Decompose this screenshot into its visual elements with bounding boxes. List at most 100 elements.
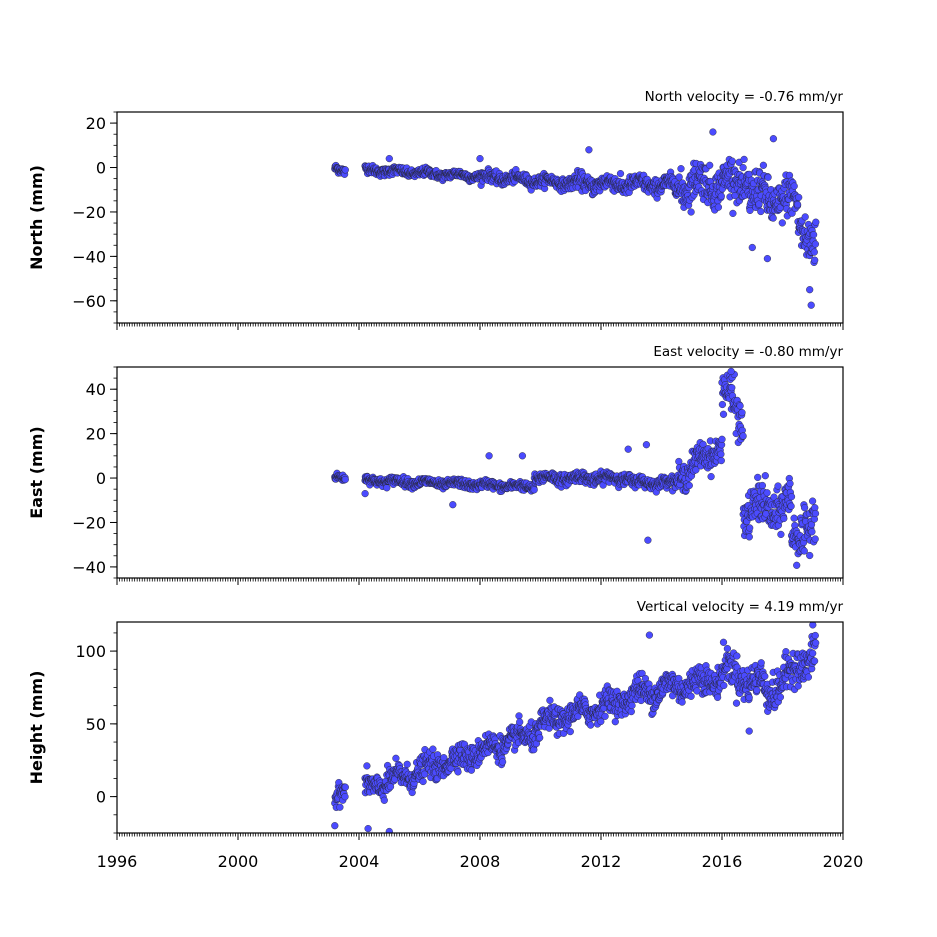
north-data-point (740, 155, 748, 164)
east-data-point (811, 509, 820, 518)
east-data-point (761, 472, 769, 480)
east-outlier-point (642, 441, 651, 449)
east-data-point (739, 432, 747, 440)
height-data-point (597, 717, 605, 726)
east-data-point (718, 435, 726, 443)
height-data-point (713, 693, 722, 702)
north-data-point (801, 213, 809, 221)
north-data-point (755, 200, 763, 208)
height-data-point (720, 681, 728, 690)
east-data-point (774, 482, 782, 490)
east-data-point (728, 384, 736, 392)
north-data-point (677, 165, 685, 173)
east-data-point (718, 400, 727, 409)
north-data-point (812, 218, 820, 226)
height-data-point (733, 652, 741, 660)
east-data-point (341, 475, 349, 484)
north-outlier-point (748, 243, 756, 252)
height-data-point (678, 698, 686, 706)
height-data-point (574, 712, 582, 721)
north-data-point (717, 192, 725, 200)
north-y-tick-label: −60 (72, 292, 106, 311)
north-data-point (790, 182, 798, 190)
east-data-point (793, 561, 801, 569)
east-data-point (745, 533, 753, 541)
height-data-point (811, 631, 819, 640)
east-data-point (736, 402, 744, 410)
height-data-point (627, 707, 635, 716)
height-data-point (675, 674, 683, 683)
east-data-point (808, 528, 816, 536)
height-data-point (336, 803, 344, 811)
height-outlier-point (809, 622, 817, 629)
height-data-point (499, 758, 507, 766)
north-data-point (728, 157, 736, 165)
east-data-point (738, 409, 746, 417)
height-data-point (745, 693, 753, 702)
east-data-point (780, 514, 788, 523)
height-data-point (566, 727, 574, 736)
height-data-point (809, 649, 817, 657)
height-data-point (761, 672, 769, 680)
east-outlier-point (361, 490, 369, 498)
vertical-velocity-title: Vertical velocity = 4.19 mm/yr (637, 599, 844, 615)
east-points (331, 367, 820, 569)
height-data-point (341, 793, 349, 801)
north-data-point (706, 161, 714, 169)
north-data-point (764, 173, 772, 181)
height-data-point (601, 712, 609, 720)
height-data-point (719, 638, 728, 646)
x-tick-label: 2012 (581, 852, 622, 871)
height-data-point (546, 696, 554, 705)
east-data-point (763, 489, 771, 497)
height-data-point (638, 669, 646, 678)
east-y-tick-label: 40 (86, 380, 106, 399)
north-data-point (757, 207, 765, 216)
north-data-point (809, 231, 818, 239)
height-data-point (429, 745, 437, 753)
height-data-point (810, 657, 819, 665)
height-data-point (380, 796, 388, 804)
height-data-point (753, 686, 761, 694)
height-data-point (794, 682, 802, 690)
east-outlier-point (518, 452, 527, 460)
height-data-point (515, 712, 523, 720)
east-data-point (806, 551, 814, 560)
east-data-point (790, 514, 798, 522)
east-data-point (800, 504, 809, 512)
north-data-point (795, 193, 803, 202)
height-points (331, 622, 820, 833)
height-outlier-point (331, 822, 339, 830)
height-data-point (628, 701, 636, 710)
x-tick-label: 2020 (823, 852, 864, 871)
east-data-point (717, 457, 725, 465)
height-data-point (392, 754, 400, 762)
east-data-point (777, 530, 785, 539)
east-data-point (800, 547, 808, 555)
north-data-point (739, 164, 747, 172)
north-data-point (810, 248, 818, 256)
x-tick-labels: 1996 2000 2004 2008 2012 2016 2020 (97, 852, 864, 871)
height-data-point (776, 693, 785, 701)
east-y-tick-label: 0 (96, 469, 106, 488)
east-data-point (811, 535, 819, 543)
north-outlier-point (763, 255, 772, 263)
north-data-point (811, 256, 819, 264)
east-data-point (707, 473, 715, 481)
east-outlier-point (727, 367, 735, 376)
east-ticks: 40 20 0 −20 −40 (72, 366, 844, 585)
height-data-point (611, 718, 619, 726)
north-y-tick-label: 0 (96, 159, 106, 178)
height-data-point (341, 783, 349, 791)
north-outlier-point (807, 301, 815, 309)
east-data-point (719, 410, 728, 418)
height-data-point (467, 766, 476, 774)
east-data-point (754, 473, 762, 482)
height-data-point (363, 762, 371, 770)
x-tick-label: 1996 (97, 852, 138, 871)
east-data-point (808, 497, 817, 505)
east-y-tick-label: 20 (86, 425, 106, 444)
height-data-point (454, 768, 462, 776)
height-data-point (804, 673, 813, 681)
